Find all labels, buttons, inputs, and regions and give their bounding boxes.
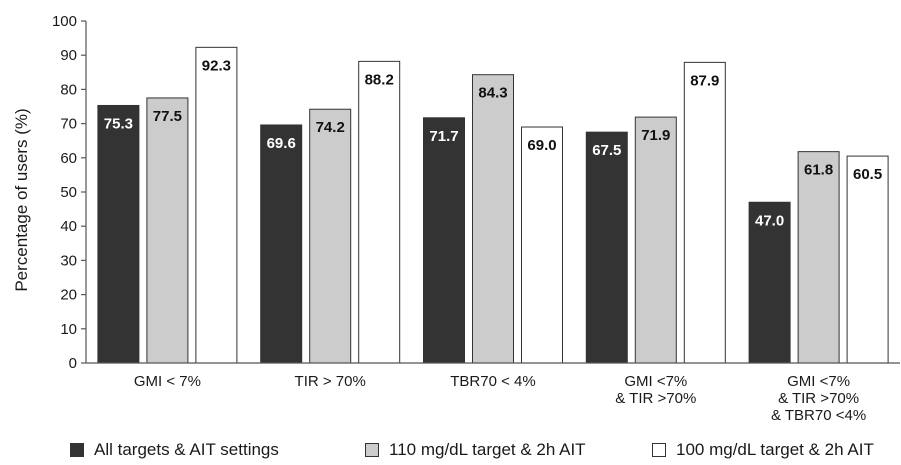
x-axis-category-labels: GMI < 7% TIR > 70% TBR70 < 4% GMI <7% & TIR … xyxy=(134,373,866,424)
bar-1-5 xyxy=(748,201,791,364)
y-tick-label: 40 xyxy=(60,218,77,235)
bar-2-1 xyxy=(146,97,189,364)
bar-3-1 xyxy=(195,46,238,364)
bar-2-4 xyxy=(634,116,677,364)
legend-swatch-all-targets xyxy=(70,443,84,457)
bar-value-label: 84.3 xyxy=(478,85,507,102)
y-axis-title: Percentage of users (%) xyxy=(12,108,31,291)
bar-chart: 0 10 20 30 40 50 60 70 80 90 100 75.3 69.6 71.7 67.5 4… xyxy=(12,13,900,424)
bar-value-label: 87.9 xyxy=(690,72,719,89)
legend-label-110-target: 110 mg/dL target & 2h AIT xyxy=(389,440,586,459)
x-category-label: GMI <7% & TIR >70% xyxy=(615,373,696,407)
y-tick-label: 60 xyxy=(60,150,77,167)
bar-value-label: 75.3 xyxy=(104,115,133,132)
y-tick-label: 30 xyxy=(60,252,77,269)
bar-value-labels: 75.3 69.6 71.7 67.5 47.0 77.5 74.2 84.3 71.9 61.8… xyxy=(104,57,882,229)
legend-swatch-100-target xyxy=(652,443,666,457)
bar-value-label: 88.2 xyxy=(365,71,394,88)
bar-2-5 xyxy=(797,151,840,364)
bar-1-4 xyxy=(585,131,628,364)
bar-3-4 xyxy=(683,61,726,364)
x-category-label: TIR > 70% xyxy=(295,373,366,390)
y-tick-label: 20 xyxy=(60,287,77,304)
y-tick-label: 90 xyxy=(60,47,77,64)
bar-3-3 xyxy=(521,126,563,364)
bar-value-label: 69.0 xyxy=(527,137,556,154)
bars xyxy=(97,46,889,364)
bar-value-label: 71.9 xyxy=(641,127,670,144)
x-category-label: GMI < 7% xyxy=(134,373,201,390)
bar-value-label: 74.2 xyxy=(316,119,345,136)
y-tick-label: 80 xyxy=(60,81,77,98)
legend-item-all-targets: All targets & AIT settings xyxy=(70,440,279,460)
bar-1-2 xyxy=(260,124,303,364)
bar-value-label: 69.6 xyxy=(267,135,296,152)
x-category-label: GMI <7% & TIR >70% & TBR70 <4% xyxy=(771,373,866,424)
y-tick-label: 70 xyxy=(60,116,77,133)
y-axis-ticks: 0 10 20 30 40 50 60 70 80 90 100 xyxy=(52,13,86,372)
y-tick-label: 10 xyxy=(60,321,77,338)
legend-item-100-target: 100 mg/dL target & 2h AIT xyxy=(652,440,874,460)
y-tick-label: 50 xyxy=(60,184,77,201)
y-tick-label: 100 xyxy=(52,13,77,30)
bar-value-label: 47.0 xyxy=(755,212,784,229)
bar-value-label: 67.5 xyxy=(592,142,621,159)
bar-2-2 xyxy=(309,108,352,364)
y-tick-label: 0 xyxy=(69,355,77,372)
bar-3-5 xyxy=(846,155,889,364)
bar-2-3 xyxy=(472,74,514,364)
x-category-label: TBR70 < 4% xyxy=(450,373,535,390)
legend: All targets & AIT settings 110 mg/dL tar… xyxy=(0,440,901,464)
bar-1-3 xyxy=(423,117,465,364)
bar-value-label: 61.8 xyxy=(804,162,833,179)
legend-swatch-110-target xyxy=(365,443,379,457)
legend-label-100-target: 100 mg/dL target & 2h AIT xyxy=(676,440,874,459)
bar-value-label: 60.5 xyxy=(853,166,882,183)
bar-3-2 xyxy=(358,60,401,364)
bar-value-label: 92.3 xyxy=(202,57,231,74)
legend-label-all-targets: All targets & AIT settings xyxy=(94,440,279,459)
bar-value-label: 77.5 xyxy=(153,108,182,125)
legend-item-110-target: 110 mg/dL target & 2h AIT xyxy=(365,440,586,460)
bar-value-label: 71.7 xyxy=(429,128,458,145)
bar-1-1 xyxy=(97,104,140,364)
